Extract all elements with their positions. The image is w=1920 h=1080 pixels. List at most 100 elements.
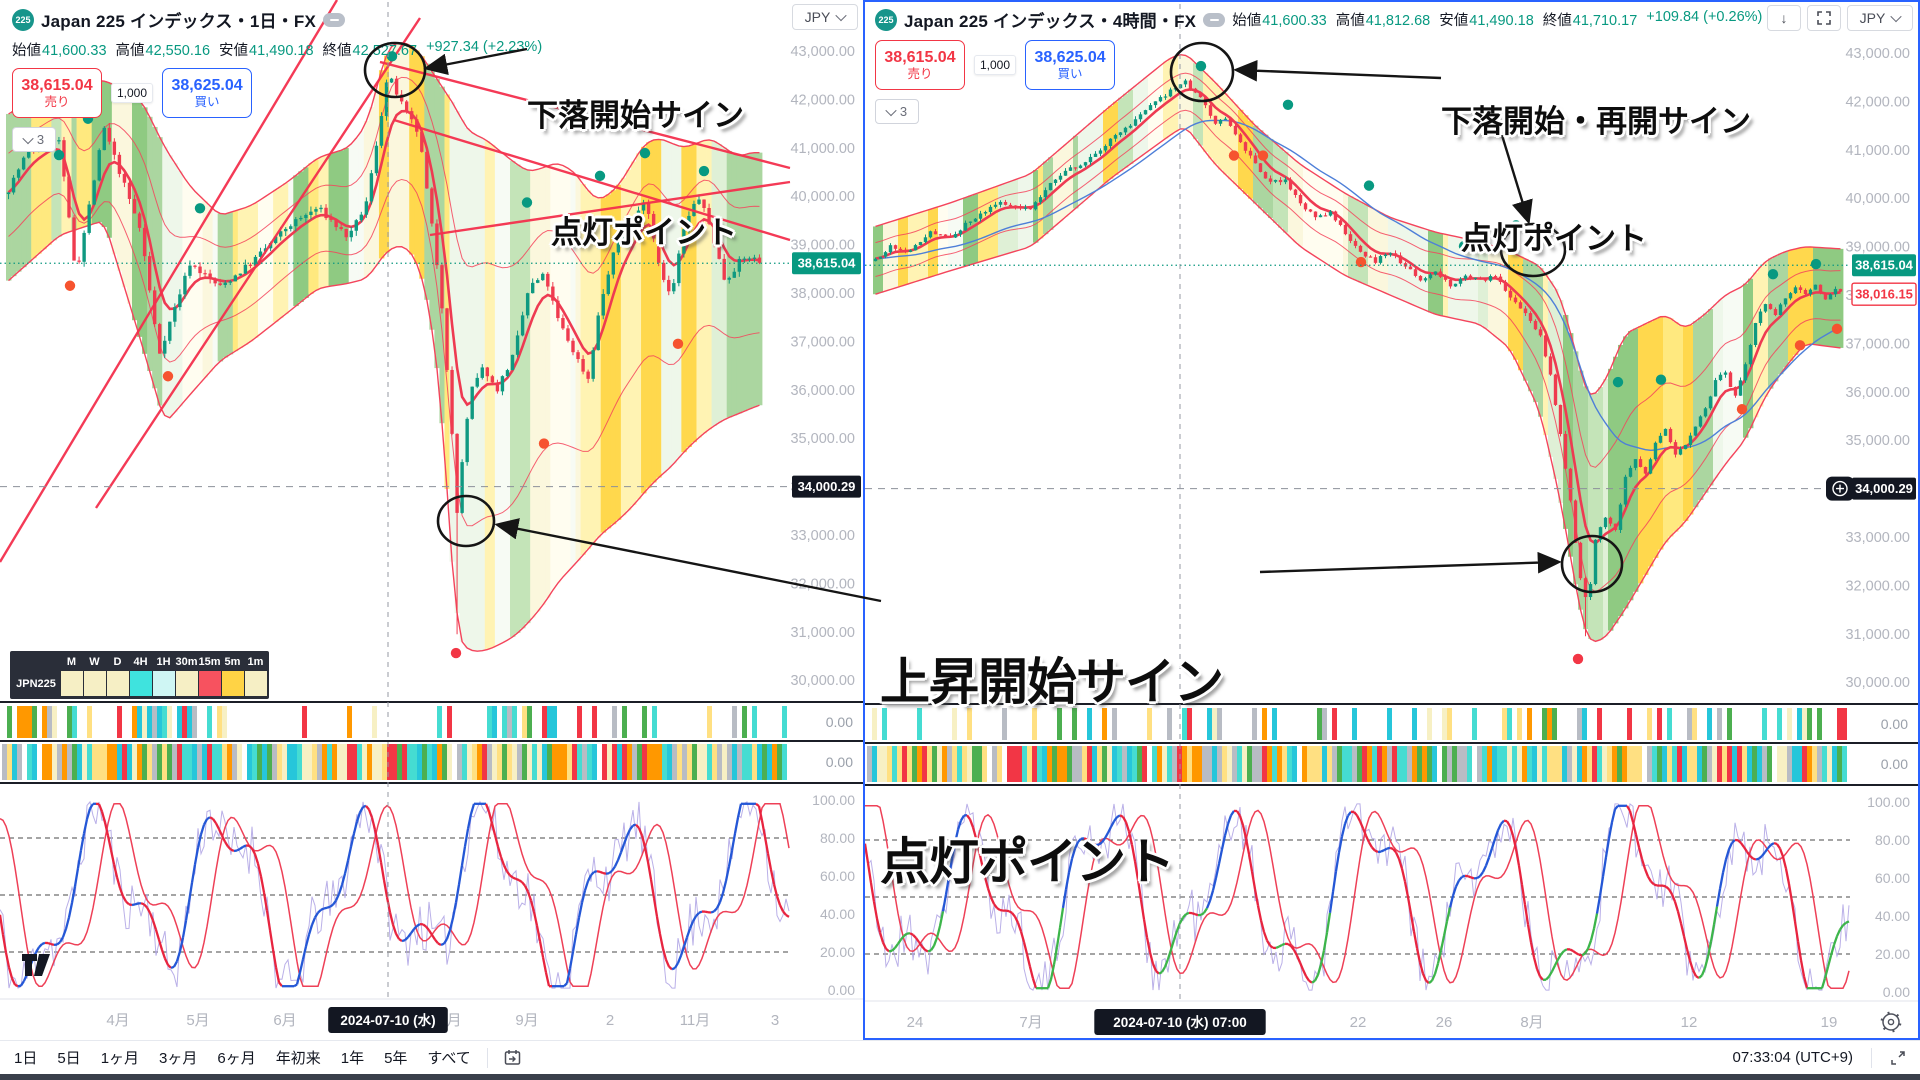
buy-signal-dot [1355, 256, 1367, 268]
svg-text:37,000.00: 37,000.00 [1845, 336, 1910, 352]
go-to-date-icon[interactable] [496, 1046, 529, 1069]
legend-symbol: JPN225 [16, 678, 56, 690]
download-icon[interactable]: ↓ [1767, 5, 1801, 31]
legend-col-4H: 4H [133, 656, 148, 668]
more-icon[interactable] [1203, 12, 1226, 27]
signal-strip-rows[interactable] [867, 708, 1847, 782]
sell-signal-dot [639, 147, 651, 159]
price-axis[interactable]: 43,000.00 42,000.00 41,000.00 40,000.00 39,0… [790, 44, 861, 998]
range-button[interactable]: 5日 [57, 1050, 81, 1067]
legend-col-15m: 15m [198, 656, 221, 668]
buy-signal-dot [538, 438, 550, 449]
svg-text:35,000.00: 35,000.00 [790, 431, 855, 447]
currency-dropdown[interactable]: JPY [792, 4, 858, 30]
stochastic-pane[interactable] [0, 800, 790, 989]
annotation-uptrend-start: 上昇開始サイン 点灯ポイント [880, 654, 1224, 890]
range-button[interactable]: 1年 [340, 1050, 365, 1067]
chevron-down-icon [885, 104, 897, 116]
svg-text:30,000.00: 30,000.00 [790, 673, 855, 689]
daily-chart-canvas[interactable]: 43,000.00 42,000.00 41,000.00 40,000.00 39,0… [0, 0, 863, 1040]
4h-chart-canvas[interactable]: 43,000.00 42,000.00 41,000.00 40,000.00 39,0… [865, 2, 1918, 1038]
range-button[interactable]: 1ヶ月 [100, 1050, 140, 1067]
slow-d-line [865, 805, 1850, 989]
svg-text:0.00: 0.00 [1881, 716, 1908, 732]
time-axis[interactable]: 24 7月 22 26 8月 12 19 2024-07-10 (水) 07:00 [907, 1009, 1902, 1035]
sell-signal-dot [594, 170, 606, 182]
ohlc-row: 始値41,600.33 高値42,550.16 安値41,490.18 終値42… [12, 39, 543, 59]
maximize-icon[interactable] [1890, 1050, 1906, 1066]
buy-button[interactable]: 38,625.04 買い [1025, 40, 1116, 90]
legend-col-W: W [89, 656, 100, 668]
buy-signal-dot [64, 280, 76, 291]
legend-cell-15m [198, 671, 221, 696]
slow-d-line [0, 803, 790, 987]
svg-text:12: 12 [1681, 1014, 1698, 1031]
spread-value: 1,000 [974, 55, 1017, 75]
trend-line [429, 180, 791, 237]
sell-signal-dot [1810, 258, 1822, 270]
range-button[interactable]: 3ヶ月 [159, 1050, 198, 1067]
indicators-collapse-button[interactable]: 3 [875, 99, 919, 124]
legend-cell-1H [152, 671, 175, 696]
timeframe-signal-legend: M W D 4H 1H 30m 15m 5m 1m JPN225 [10, 651, 269, 699]
indicators-collapse-button[interactable]: 3 [12, 127, 56, 152]
legend-col-1H: 1H [156, 656, 171, 668]
trend-line [393, 118, 791, 242]
stochastic-pane[interactable] [865, 802, 1850, 991]
buy-button[interactable]: 38,625.04 買い [162, 68, 253, 118]
range-button[interactable]: 1日 [14, 1050, 38, 1067]
svg-text:60.00: 60.00 [1875, 870, 1910, 886]
svg-text:20.00: 20.00 [1875, 946, 1910, 962]
chart-panel-4h[interactable]: 43,000.00 42,000.00 41,000.00 40,000.00 39,0… [863, 0, 1920, 1040]
svg-text:39,000.00: 39,000.00 [1845, 240, 1910, 256]
main-pane[interactable] [0, 0, 791, 659]
svg-text:0.00: 0.00 [826, 714, 853, 730]
svg-text:0.00: 0.00 [826, 754, 853, 770]
legend-col-M: M [66, 656, 77, 668]
chart-panel-daily[interactable]: 43,000.00 42,000.00 41,000.00 40,000.00 39,0… [0, 0, 863, 1040]
range-button[interactable]: 年初来 [275, 1050, 321, 1067]
sell-signal-dot [194, 203, 206, 214]
sell-button[interactable]: 38,615.04 売り [12, 68, 102, 118]
svg-text:41,000.00: 41,000.00 [790, 141, 855, 157]
range-button[interactable]: 5年 [384, 1050, 408, 1067]
fullscreen-icon[interactable] [1807, 5, 1841, 31]
price-axis[interactable]: 43,000.00 42,000.00 41,000.00 40,000.00 39,0… [1826, 46, 1917, 1000]
svg-text:8月: 8月 [1520, 1014, 1543, 1031]
currency-dropdown[interactable]: JPY [1847, 5, 1913, 31]
svg-text:32,000.00: 32,000.00 [790, 576, 855, 592]
svg-text:38,615.04: 38,615.04 [798, 256, 857, 271]
chevron-down-icon [22, 132, 34, 144]
svg-text:7月: 7月 [1019, 1014, 1042, 1031]
chart-title: Japan 225 インデックス・1日・FX [41, 12, 317, 31]
svg-text:100.00: 100.00 [1867, 794, 1910, 810]
sell-signal-dot [1458, 240, 1470, 252]
svg-text:42,000.00: 42,000.00 [1845, 94, 1910, 110]
main-pane[interactable] [865, 53, 1850, 665]
svg-text:5月: 5月 [186, 1012, 209, 1029]
range-button[interactable]: 6ヶ月 [217, 1050, 256, 1067]
svg-text:22: 22 [1350, 1014, 1367, 1031]
ohlc-row: 始値41,600.33 高値41,812.68 安値41,490.18 終値41… [1232, 9, 1763, 29]
svg-text:100.00: 100.00 [812, 792, 855, 808]
svg-text:11月: 11月 [680, 1012, 711, 1029]
symbol-logo: 225 [875, 8, 897, 31]
more-icon[interactable] [323, 12, 346, 27]
svg-text:20.00: 20.00 [820, 944, 855, 960]
settings-icon[interactable] [1880, 1011, 1902, 1033]
svg-text:80.00: 80.00 [820, 830, 855, 846]
svg-text:24: 24 [907, 1014, 924, 1031]
signal-strip-rows[interactable] [2, 706, 787, 780]
svg-text:35,000.00: 35,000.00 [1845, 433, 1910, 449]
sell-button[interactable]: 38,615.04 売り [875, 40, 965, 90]
trend-line [0, 0, 339, 563]
buy-signal-dot [1736, 404, 1748, 415]
svg-text:31,000.00: 31,000.00 [790, 625, 855, 641]
svg-text:40,000.00: 40,000.00 [1845, 191, 1910, 207]
svg-text:37,000.00: 37,000.00 [790, 334, 855, 350]
annotation-downtrend-start: 下落開始サイン 点灯ポイント [527, 98, 744, 250]
spread-value: 1,000 [111, 83, 154, 103]
svg-text:36,000.00: 36,000.00 [790, 383, 855, 399]
range-button[interactable]: すべて [427, 1050, 471, 1067]
